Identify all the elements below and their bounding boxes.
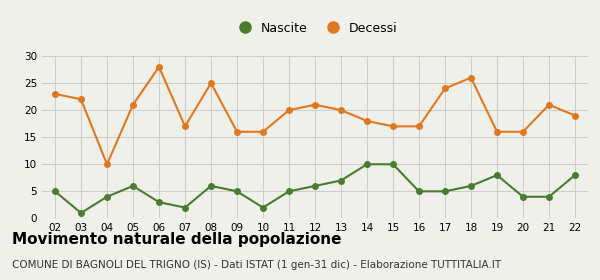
Text: Movimento naturale della popolazione: Movimento naturale della popolazione (12, 232, 341, 248)
Legend: Nascite, Decessi: Nascite, Decessi (227, 17, 403, 40)
Text: COMUNE DI BAGNOLI DEL TRIGNO (IS) - Dati ISTAT (1 gen-31 dic) - Elaborazione TUT: COMUNE DI BAGNOLI DEL TRIGNO (IS) - Dati… (12, 260, 501, 270)
